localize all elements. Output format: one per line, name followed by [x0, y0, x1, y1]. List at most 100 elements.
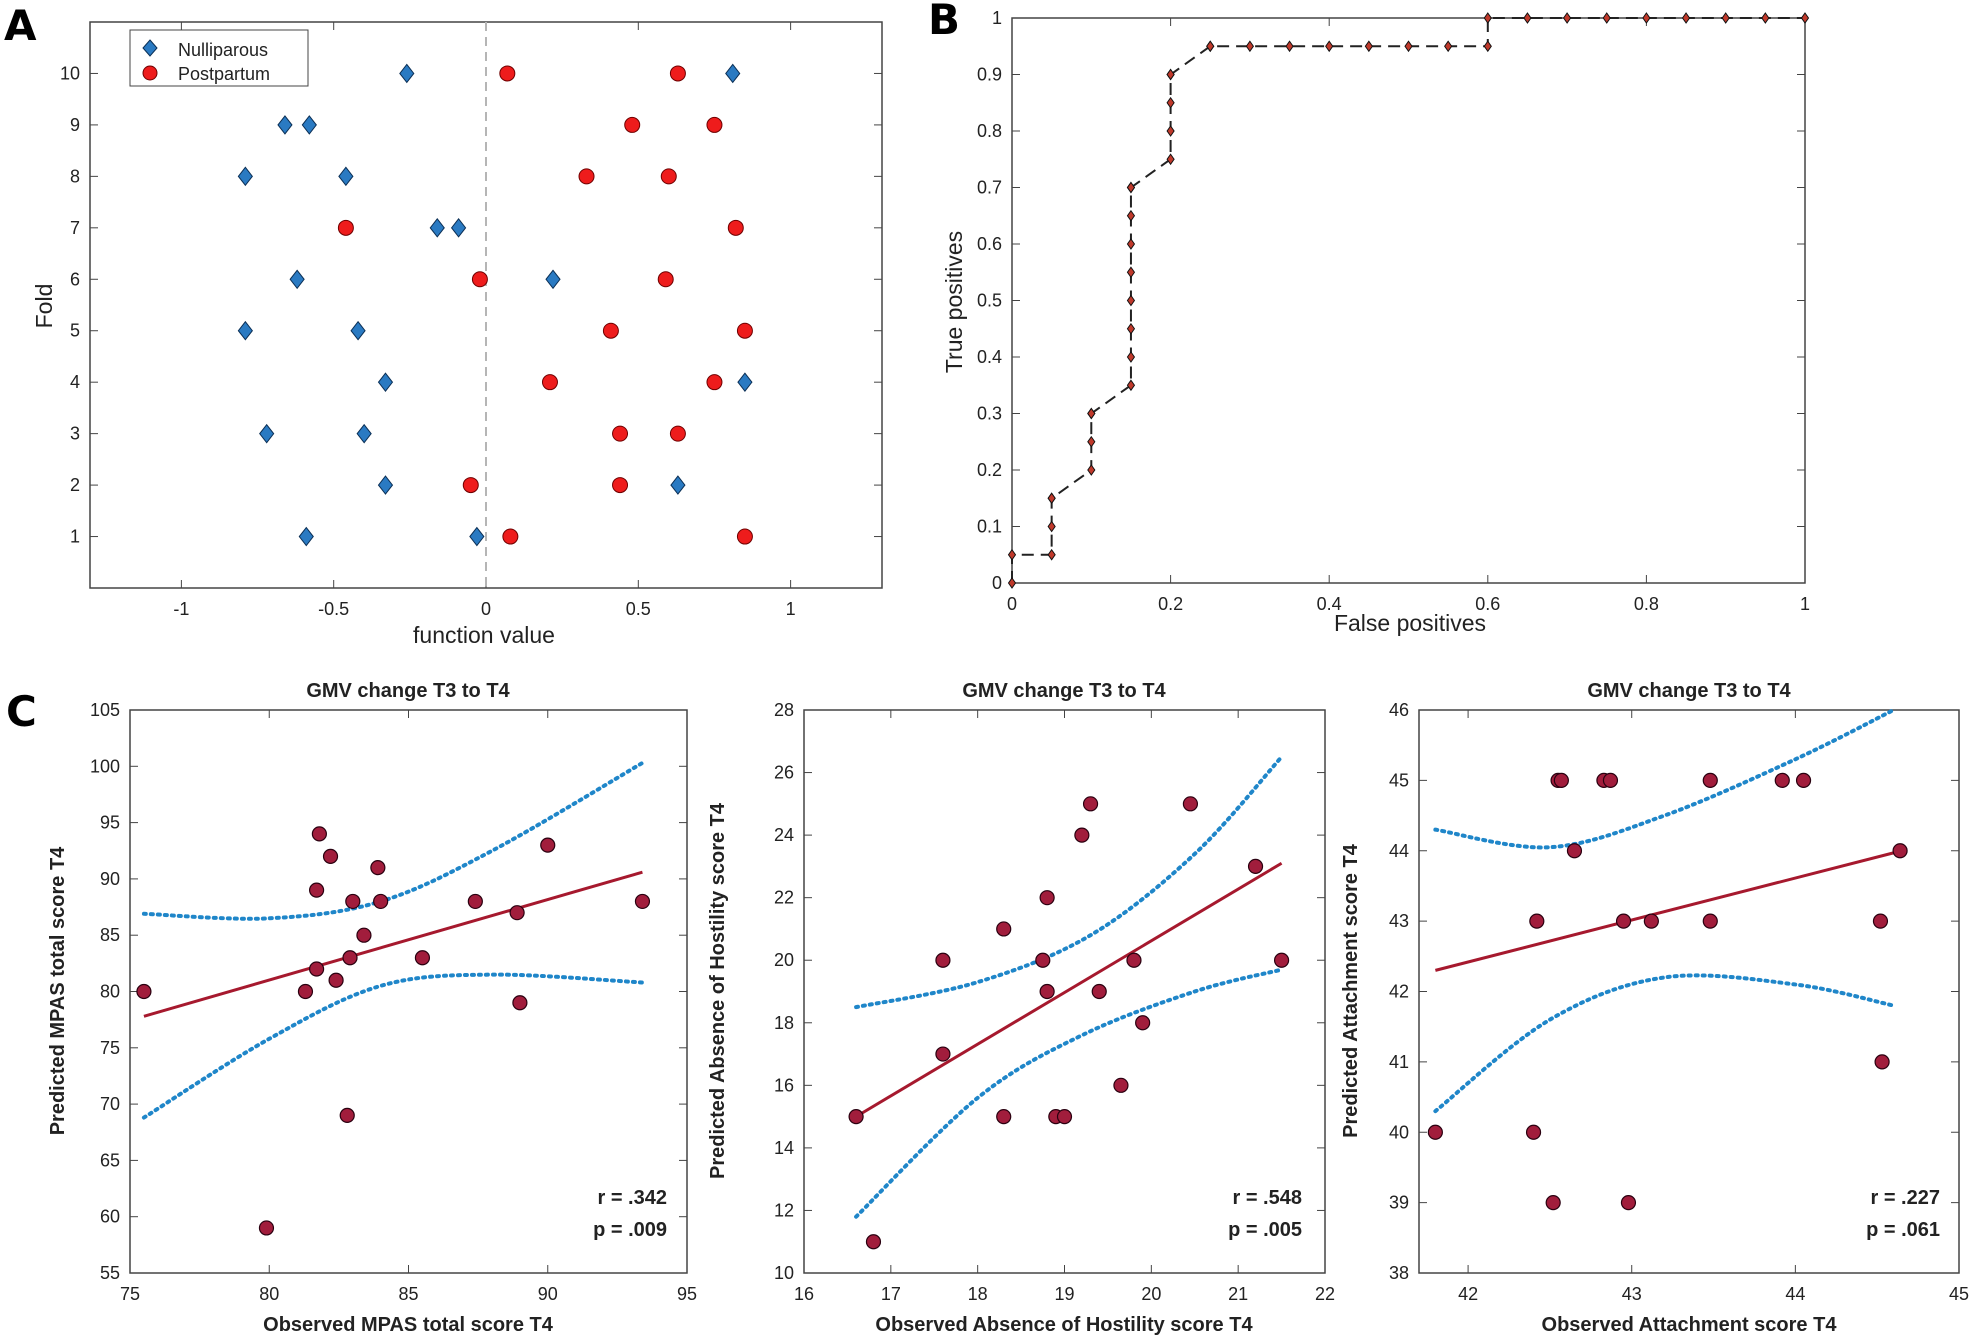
panel-c2-data-point [848, 1109, 864, 1125]
panel-a-ytick-label: 2 [70, 475, 80, 495]
roc-point [1444, 40, 1453, 53]
nulliparous-point [277, 115, 293, 135]
panel-c2-ytick-label: 10 [774, 1263, 794, 1283]
panel-c2-ci-upper-line [854, 754, 1284, 1010]
panel-label-a: A [4, 1, 37, 50]
panel-c2-ytick-label: 20 [774, 950, 794, 970]
roc-point [1206, 40, 1215, 53]
nulliparous-point [737, 372, 753, 392]
roc-point [1126, 379, 1136, 392]
nulliparous-point [545, 269, 561, 290]
panel-c1-data-point [540, 837, 556, 853]
nulliparous-point [298, 526, 314, 547]
panel-c1-r-stat: r = .342 [597, 1187, 667, 1209]
postpartum-point [462, 477, 479, 494]
roc-point [1562, 12, 1572, 24]
panel-b-roc-curve: 0 0.2 0.4 0.6 0.8 1 0 0.1 0.2 0.3 0.4 0.5 0.6 0.7 0.8 0… [941, 8, 1810, 636]
postpartum-point [499, 65, 516, 82]
panel-b-xtick-label: 0.2 [1158, 594, 1183, 614]
nulliparous-point [356, 423, 372, 444]
nulliparous-point [237, 166, 253, 187]
postpartum-point [657, 271, 674, 288]
panel-c2-data-point [1273, 952, 1290, 968]
panel-c2-data-point [1039, 890, 1055, 906]
panel-b-ytick-label: 0.4 [977, 347, 1002, 367]
panel-c2-p-stat: p = .005 [1228, 1219, 1302, 1241]
panel-c3-data-point [1702, 913, 1718, 929]
postpartum-point [706, 116, 723, 133]
nulliparous-point [469, 526, 485, 547]
panel-c1-ytick-label: 85 [100, 925, 120, 945]
panel-c3-ytick-label: 44 [1389, 841, 1409, 861]
panel-a-fold-scatter: -1 -0.5 0 0.5 1 1 2 3 4 5 6 7 8 9 10 function value Fo… [31, 21, 883, 648]
postpartum-point [669, 65, 686, 82]
panel-c2-data-point [996, 1109, 1012, 1125]
roc-point [1166, 125, 1175, 137]
postpartum-point [736, 322, 753, 339]
panel-c3-data-point [1872, 913, 1889, 929]
panel-c1-data-point [308, 882, 325, 898]
nulliparous-point [350, 320, 366, 341]
panel-label-c: C [6, 687, 37, 736]
panel-a-xlabel: function value [413, 622, 555, 648]
nulliparous-point [377, 475, 394, 495]
panel-c1-p-stat: p = .009 [593, 1219, 667, 1241]
nulliparous-point [301, 115, 317, 135]
panel-c2-data-point [865, 1234, 882, 1250]
panel-c1-xtick-label: 85 [398, 1284, 418, 1304]
nulliparous-point [429, 218, 445, 238]
panel-c2-ytick-label: 26 [774, 763, 794, 783]
panel-b-ytick-label: 1 [992, 8, 1002, 28]
panel-c2-xtick-label: 18 [968, 1284, 988, 1304]
panel-c2-data-point [1035, 952, 1051, 968]
roc-point [1126, 351, 1136, 363]
postpartum-point [541, 374, 558, 391]
panel-a-ytick-label: 4 [70, 372, 80, 392]
panel-c2-xtick-label: 22 [1315, 1284, 1335, 1304]
roc-point [1166, 96, 1175, 109]
panel-c2-data-point [935, 1046, 951, 1062]
panel-c1-ytick-label: 90 [100, 869, 120, 889]
panel-c2-fit-line [855, 861, 1283, 1118]
roc-point [1087, 435, 1096, 448]
roc-point [1483, 12, 1492, 24]
panel-a-ytick-label: 7 [70, 218, 80, 238]
panel-b-xtick-label: 0 [1007, 594, 1017, 614]
panel-c1-data-point [328, 972, 344, 988]
panel-c2-data-point [1135, 1015, 1151, 1031]
roc-point [1126, 294, 1136, 307]
panel-b-ytick-label: 0.6 [977, 234, 1002, 254]
nulliparous-point [725, 63, 741, 84]
panel-c1-data-point [370, 860, 386, 876]
panel-label-b: B [928, 0, 960, 44]
panel-b-xtick-label: 1 [1800, 594, 1810, 614]
panel-c1-ylabel: Predicted MPAS total score T4 [47, 846, 69, 1135]
panel-c3-ylabel: Predicted Attachment score T4 [1340, 843, 1362, 1138]
panel-a-ytick-label: 3 [70, 424, 80, 444]
roc-point [1087, 464, 1096, 476]
panel-c1-data-point [509, 905, 525, 921]
roc-point [1166, 68, 1175, 81]
panel-c2-data-point [996, 921, 1012, 937]
panel-c1-ytick-label: 55 [100, 1263, 120, 1283]
panel-c1-mpas-scatter: 75 80 85 90 95 55 60 65 70 75 80 85 90 95 100 105 GMV c… [47, 680, 697, 1336]
panel-c1-ci-lower-line [141, 972, 645, 1120]
panel-c3-data-point [1620, 1195, 1637, 1211]
nulliparous-point [377, 372, 394, 392]
panel-c2-ytick-label: 12 [774, 1200, 794, 1220]
panel-c1-data-point [339, 1107, 355, 1123]
panel-c1-data-point [311, 826, 327, 842]
panel-c3-data-point [1566, 843, 1583, 859]
panel-c2-data-point [1247, 858, 1264, 874]
panel-c1-xlabel: Observed MPAS total score T4 [263, 1314, 554, 1336]
panel-c3-data-point [1615, 913, 1632, 929]
postpartum-point [727, 219, 744, 236]
panel-c2-data-point [1182, 796, 1199, 812]
panel-a-xtick-label: 1 [786, 599, 796, 619]
postpartum-point [624, 116, 641, 133]
panel-b-xtick-label: 0.6 [1475, 594, 1500, 614]
roc-point [1483, 40, 1492, 53]
panel-c2-ytick-label: 18 [774, 1013, 794, 1033]
panel-c3-title: GMV change T3 to T4 [1587, 680, 1791, 702]
panel-c2-xtick-label: 21 [1228, 1284, 1248, 1304]
